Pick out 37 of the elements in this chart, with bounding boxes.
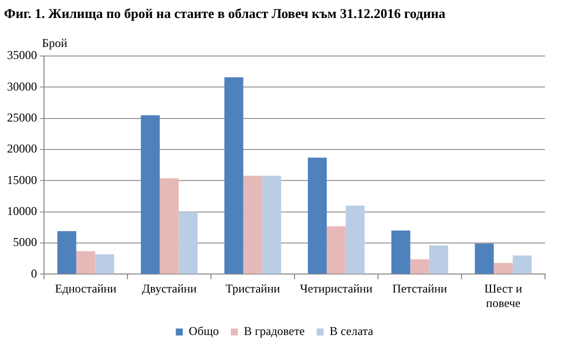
y-tick-label: 10000 bbox=[7, 204, 37, 218]
bar bbox=[512, 255, 532, 274]
legend-label: В селата bbox=[330, 324, 374, 338]
bar bbox=[391, 230, 410, 274]
bar bbox=[326, 226, 346, 274]
bar bbox=[308, 158, 327, 274]
bar bbox=[243, 176, 262, 274]
y-tick-label: 0 bbox=[31, 266, 37, 280]
legend-label: Общо bbox=[188, 324, 219, 338]
y-axis-title: Брой bbox=[42, 36, 68, 50]
bar bbox=[474, 244, 494, 274]
chart-title: Фиг. 1. Жилища по брой на стаите в област Ловеч към 31.12.2016 година bbox=[4, 6, 446, 22]
y-tick-label: 25000 bbox=[7, 110, 37, 124]
bar bbox=[262, 176, 282, 274]
bar bbox=[410, 259, 430, 274]
bar bbox=[494, 262, 513, 274]
bar bbox=[224, 77, 244, 274]
bar bbox=[178, 212, 198, 274]
bar bbox=[429, 246, 448, 274]
x-tick-label: Шест и повече bbox=[484, 282, 523, 310]
y-tick-label: 35000 bbox=[7, 48, 37, 62]
bar bbox=[140, 115, 160, 274]
y-tick-label: 5000 bbox=[13, 235, 37, 250]
x-tick-label: Двустайни bbox=[142, 282, 198, 296]
bar bbox=[160, 178, 179, 274]
bar bbox=[76, 251, 96, 274]
x-tick-label: Четиристайни bbox=[300, 282, 374, 296]
bar bbox=[57, 231, 76, 274]
x-tick-label: Едностайни bbox=[55, 282, 118, 296]
y-tick-label: 20000 bbox=[7, 142, 37, 156]
x-tick-label: Петстайни bbox=[392, 282, 448, 296]
y-tick-label: 15000 bbox=[7, 172, 37, 187]
y-tick-label: 30000 bbox=[7, 79, 37, 94]
x-tick-label: Тристайни bbox=[225, 282, 281, 296]
bar bbox=[95, 254, 114, 274]
bar bbox=[346, 206, 365, 274]
legend-label: В градовете bbox=[244, 324, 305, 338]
